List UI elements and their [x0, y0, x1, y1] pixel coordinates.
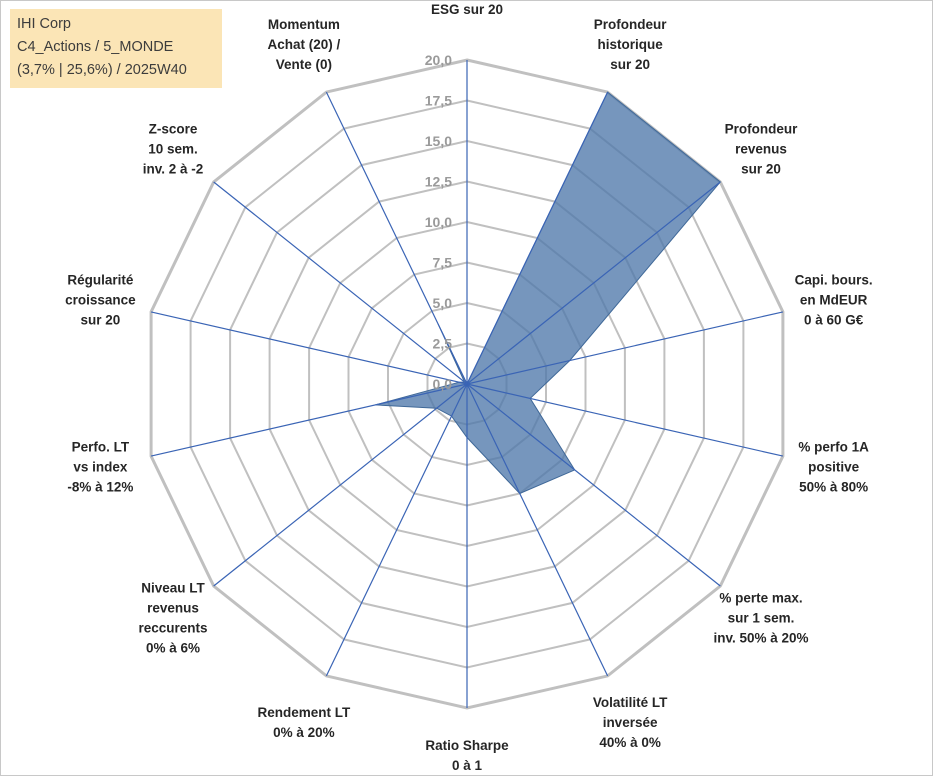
category-label: Rendement LT 0% à 20% [258, 705, 352, 740]
portfolio-stats: (3,7% | 25,6%) / 2025W40 [17, 62, 187, 78]
axis-line [466, 383, 784, 457]
category-label-line: sur 1 sem. [728, 610, 795, 625]
tick-label: 0,0 [433, 376, 453, 392]
tick-label: 7,5 [433, 255, 453, 271]
category-label: % perte max. sur 1 sem. inv. 50% à 20% [713, 590, 808, 645]
axis-line [466, 311, 784, 385]
series-area [375, 91, 722, 495]
category-label-line: 0% à 6% [146, 640, 200, 655]
category-label-line: en MdEUR [800, 292, 868, 307]
category-label: Momentum Achat (20) / Vente (0) [268, 17, 341, 72]
category-label-line: Z-score [149, 122, 198, 137]
category-label-line: Ratio Sharpe [425, 738, 509, 753]
axis-line [466, 181, 721, 385]
category-label: Capi. bours. en MdEUR 0 à 60 G€ [795, 272, 873, 327]
category-label-line: 0% à 20% [273, 725, 335, 740]
category-label-line: positive [808, 460, 860, 475]
tick-label: 10,0 [425, 214, 452, 230]
category-label-line: Perfo. LT [72, 440, 130, 455]
category-label-line: Achat (20) / [268, 37, 341, 52]
category-label-line: Profondeur [725, 122, 798, 137]
portfolio-name: C4_Actions / 5_MONDE [17, 39, 174, 55]
radial-ticks: 0,0 2,5 5,0 7,5 10,0 12,5 15,0 17,5 20,0 [425, 52, 452, 392]
tick-label: 2,5 [433, 336, 453, 352]
axis-line [150, 383, 468, 457]
tick-label: 12,5 [425, 174, 452, 190]
category-label: Régularité croissance sur 20 [65, 272, 136, 327]
category-label-line: ESG sur 20 [431, 2, 503, 17]
info-box: IHI Corp C4_Actions / 5_MONDE (3,7% | 25… [10, 9, 222, 88]
category-label-line: Niveau LT [141, 580, 205, 595]
category-label-line: 0 à 1 [452, 758, 483, 773]
category-label-line: Rendement LT [258, 705, 352, 720]
category-label-line: sur 20 [610, 57, 650, 72]
category-label-line: Volatilité LT [593, 695, 668, 710]
category-label-line: % perte max. [719, 590, 802, 605]
category-labels: NoteESG sur 20 Profondeur historique sur 20… [65, 0, 873, 773]
category-label-line: sur 20 [741, 162, 781, 177]
radar-axes [150, 60, 784, 708]
tick-label: 15,0 [425, 133, 452, 149]
category-label: Niveau LT revenus reccurents 0% à 6% [138, 580, 207, 655]
category-label-line: vs index [73, 460, 128, 475]
axis-line [213, 383, 468, 587]
axis-line [466, 91, 609, 385]
category-label-line: Momentum [268, 17, 340, 32]
category-label-line: sur 20 [81, 312, 121, 327]
category-label-line: 40% à 0% [599, 735, 661, 750]
category-label: Profondeur revenus sur 20 [725, 122, 798, 177]
category-label-line: 50% à 80% [799, 480, 868, 495]
category-label-line: 0 à 60 G€ [804, 312, 864, 327]
axis-line [325, 91, 468, 385]
category-label-line: Capi. bours. [795, 272, 873, 287]
tick-label: 20,0 [425, 52, 452, 68]
axis-line [213, 181, 468, 385]
axis-line [466, 383, 721, 587]
category-label-line: reccurents [138, 620, 207, 635]
category-label: NoteESG sur 20 [431, 0, 503, 17]
company-name: IHI Corp [17, 16, 71, 32]
category-label-line: inv. 50% à 20% [713, 630, 808, 645]
category-label-line: croissance [65, 292, 136, 307]
category-label-line: revenus [147, 600, 199, 615]
category-label-line: -8% à 12% [67, 480, 133, 495]
category-label-line: historique [597, 37, 663, 52]
category-label-line: revenus [735, 142, 787, 157]
category-label: Profondeur historique sur 20 [594, 17, 667, 72]
tick-label: 5,0 [433, 295, 453, 311]
category-label-line: Régularité [67, 272, 134, 287]
category-label: Ratio Sharpe 0 à 1 [425, 738, 509, 773]
category-label-line: Vente (0) [276, 57, 332, 72]
category-label-line: Profondeur [594, 17, 667, 32]
category-label-line: inversée [603, 715, 658, 730]
category-label: % perfo 1A positive 50% à 80% [798, 440, 869, 495]
category-label-line: % perfo 1A [798, 440, 869, 455]
axis-line [466, 383, 609, 677]
axis-line [150, 311, 468, 385]
category-label: Z-score 10 sem. inv. 2 à -2 [143, 122, 204, 177]
category-label-line: inv. 2 à -2 [143, 162, 204, 177]
category-label: Volatilité LT inversée 40% à 0% [593, 695, 668, 750]
category-label-line: 10 sem. [148, 142, 198, 157]
category-label: Perfo. LT vs index -8% à 12% [67, 440, 133, 495]
tick-label: 17,5 [425, 93, 452, 109]
axis-line [325, 383, 468, 677]
